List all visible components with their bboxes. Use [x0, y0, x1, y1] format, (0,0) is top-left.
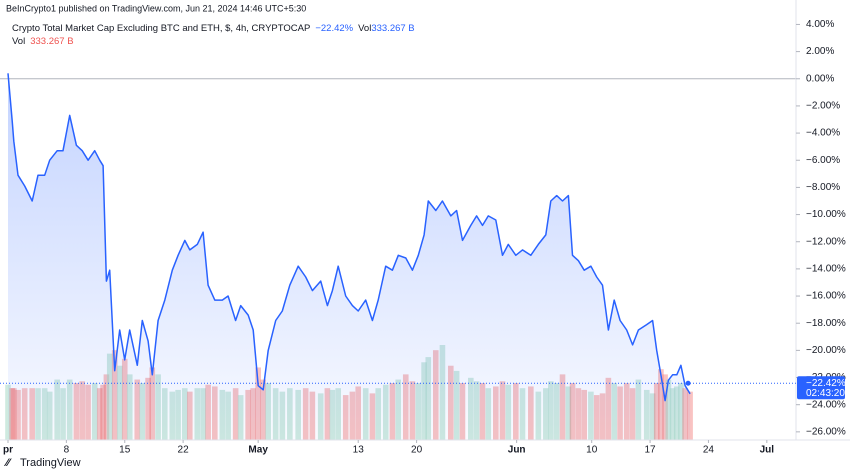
x-tick-label: 17: [645, 445, 657, 456]
y-tick-label: −26.00%: [806, 426, 846, 437]
x-tick-label: 13: [353, 445, 365, 456]
y-tick-label: 0.00%: [806, 73, 834, 84]
y-tick-label: −18.00%: [806, 318, 846, 329]
vol-value: 333.267 B: [30, 36, 73, 47]
symbol: Crypto Total Market Cap Excluding BTC an…: [12, 23, 310, 34]
symbol-title: Crypto Total Market Cap Excluding BTC an…: [12, 23, 415, 34]
y-tick-label: −16.00%: [806, 291, 846, 302]
y-tick-label: −6.00%: [806, 155, 840, 166]
area-fill: [8, 73, 691, 441]
logo: TradingView: [20, 457, 81, 469]
y-tick-label: −2.00%: [806, 101, 840, 112]
y-tick-label: −24.00%: [806, 399, 846, 410]
y-tick-label: −20.00%: [806, 345, 846, 356]
plot-area: [0, 73, 796, 441]
last-point: [685, 380, 691, 386]
x-tick-label: 22: [178, 445, 190, 456]
x-tick-label: 8: [64, 445, 70, 456]
last-value-label: −22.42%: [806, 378, 846, 389]
y-tick-label: −10.00%: [806, 209, 846, 220]
x-tick-label: May: [248, 445, 268, 456]
x-tick-label: pr: [3, 445, 13, 456]
logo-mark: ⁄⁄: [3, 457, 12, 469]
y-tick-label: −12.00%: [806, 236, 846, 247]
vol-label: Vol: [358, 23, 371, 34]
legend-label: Vol: [12, 36, 25, 47]
x-tick-label: Jun: [508, 445, 526, 456]
last-value-tag: [797, 376, 845, 400]
price-line: [7, 73, 691, 402]
change: −22.42%: [315, 23, 353, 34]
y-tick-label: 2.00%: [806, 46, 834, 57]
vol-value: 333.267 B: [371, 23, 414, 34]
volume-legend: Vol 333.267 B: [12, 36, 74, 47]
x-tick-label: 10: [586, 445, 598, 456]
y-tick-label: 4.00%: [806, 19, 834, 30]
x-tick-label: Jul: [760, 445, 775, 456]
volume-bar: [687, 391, 693, 440]
x-tick-label: 24: [703, 445, 715, 456]
y-tick-label: −4.00%: [806, 128, 840, 139]
y-tick-label: −14.00%: [806, 264, 846, 275]
x-tick-label: 15: [119, 445, 131, 456]
y-tick-label: −8.00%: [806, 182, 840, 193]
countdown: 02:43:20: [806, 388, 845, 399]
publisher: BeInCrypto1 published on TradingView.com…: [6, 3, 306, 13]
x-tick-label: 20: [411, 445, 423, 456]
